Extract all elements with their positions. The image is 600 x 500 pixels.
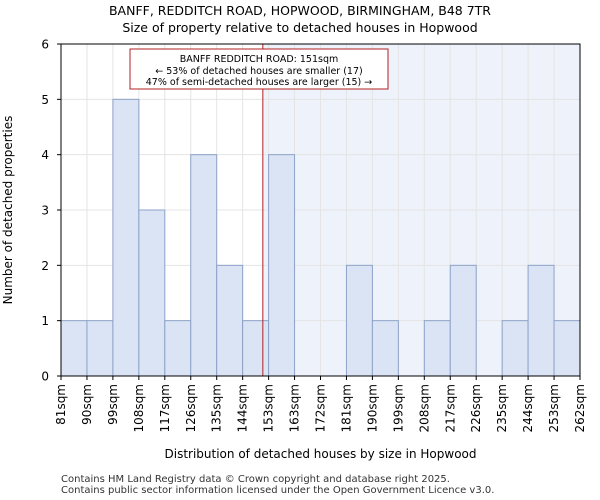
x-tick-label: 181sqm	[339, 384, 353, 432]
annotation-line-3: 47% of semi-detached houses are larger (…	[146, 77, 373, 88]
footer-line-1: Contains HM Land Registry data © Crown c…	[61, 474, 450, 485]
bar-153sqm	[268, 154, 296, 377]
x-tick-label: 262sqm	[573, 384, 587, 432]
y-tick-label: 4	[41, 148, 49, 162]
y-axis-label: Number of detached properties	[1, 116, 15, 305]
bar-135sqm	[216, 264, 244, 377]
bar-90sqm	[86, 320, 114, 377]
annotation-box	[129, 48, 389, 90]
x-tick-label: 126sqm	[184, 384, 198, 432]
bar-117sqm	[164, 320, 192, 377]
bar-217sqm	[449, 264, 477, 377]
x-ticks: 81sqm 90sqm 99sqm 108sqm 117sqm 126sqm 135sqm 1…	[54, 376, 587, 432]
x-tick-label: 153sqm	[262, 384, 276, 432]
bar-126sqm	[190, 154, 218, 377]
chart-title: BANFF, REDDITCH ROAD, HOPWOOD, BIRMINGHA…	[108, 3, 491, 18]
bar-235sqm	[501, 320, 529, 377]
x-tick-label: 244sqm	[521, 384, 535, 432]
plot-frame	[60, 43, 581, 377]
x-tick-label: 253sqm	[547, 384, 561, 432]
bar-108sqm	[138, 209, 166, 377]
y-tick-label: 2	[41, 259, 49, 273]
bar-144sqm	[242, 320, 270, 377]
x-tick-label: 208sqm	[417, 384, 431, 432]
bar-244sqm	[527, 264, 555, 377]
x-tick-label: 135sqm	[210, 384, 224, 432]
x-tick-label: 190sqm	[365, 384, 379, 432]
bar-81sqm	[60, 320, 88, 377]
x-tick-label: 226sqm	[469, 384, 483, 432]
x-tick-label: 117sqm	[158, 384, 172, 432]
x-tick-label: 217sqm	[443, 384, 457, 432]
annotation-line-2: ← 53% of detached houses are smaller (17…	[155, 66, 362, 77]
x-tick-label: 172sqm	[314, 384, 328, 432]
y-tick-label: 0	[41, 370, 49, 384]
chart-subtitle: Size of property relative to detached ho…	[122, 20, 478, 35]
bar-181sqm	[345, 264, 373, 377]
footer-line-2: Contains public sector information licen…	[61, 485, 495, 496]
y-tick-label: 6	[41, 38, 49, 52]
y-tick-label: 1	[41, 314, 49, 328]
annotation-line-1: BANFF REDDITCH ROAD: 151sqm	[180, 54, 338, 65]
x-tick-label: 235sqm	[495, 384, 509, 432]
y-tick-label: 3	[41, 204, 49, 218]
x-tick-label: 90sqm	[80, 384, 94, 425]
x-tick-label: 81sqm	[54, 384, 68, 425]
bar-253sqm	[553, 320, 581, 377]
x-tick-label: 163sqm	[288, 384, 302, 432]
bar-190sqm	[371, 320, 399, 377]
y-ticks: 0 1 2 3 4 5 6	[41, 38, 61, 384]
bar-208sqm	[423, 320, 451, 377]
x-tick-label: 144sqm	[236, 384, 250, 432]
bar-99sqm	[112, 98, 140, 377]
x-tick-label: 108sqm	[132, 384, 146, 432]
x-axis-label: Distribution of detached houses by size …	[165, 447, 477, 461]
x-tick-label: 199sqm	[391, 384, 405, 432]
x-tick-label: 99sqm	[106, 384, 120, 425]
y-tick-label: 5	[41, 93, 49, 107]
